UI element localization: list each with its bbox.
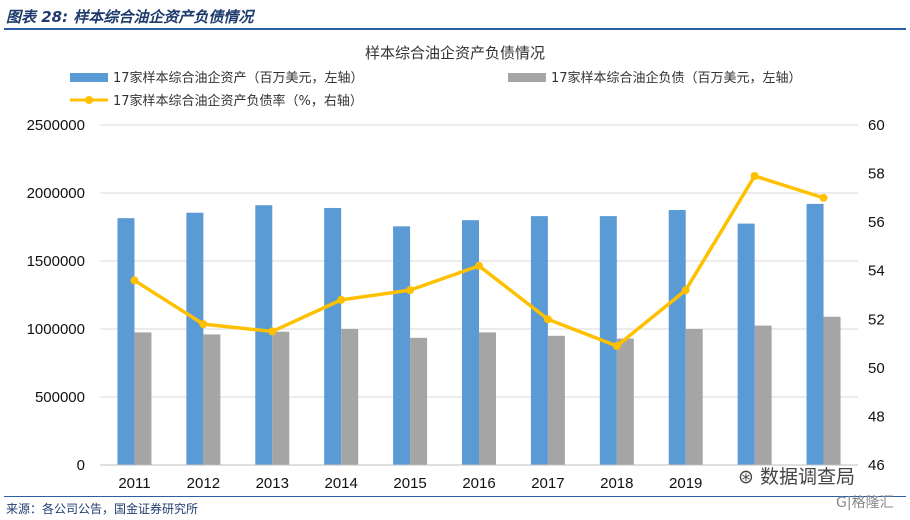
bar-assets <box>806 203 824 465</box>
header-rule <box>4 28 906 30</box>
bar-liabilities <box>203 334 221 465</box>
bar-assets <box>668 210 686 465</box>
bar-assets <box>324 207 342 465</box>
bar-liabilities <box>341 329 359 465</box>
bar-assets <box>737 223 755 465</box>
legend-label-assets: 17家样本综合油企资产（百万美元，左轴） <box>113 70 364 86</box>
y-right-tick-label: 58 <box>868 166 885 183</box>
y-right-tick-label: 46 <box>868 457 885 474</box>
ratio-point <box>475 261 483 270</box>
y-left-tick-label: 2000000 <box>27 185 85 202</box>
y-right-tick-label: 50 <box>868 360 885 377</box>
ratio-line <box>130 172 828 350</box>
ratio-point <box>199 320 208 329</box>
bar-liabilities <box>823 316 841 465</box>
ratio-point <box>819 193 828 202</box>
ratio-point <box>337 295 346 304</box>
bar-liabilities <box>410 337 428 465</box>
y-right-tick-label: 48 <box>868 408 885 425</box>
legend-label-ratio: 17家样本综合油企资产负债率（%，右轴） <box>113 93 363 109</box>
legend: 17家样本综合油企资产（百万美元，左轴） 17家样本综合油企负债（百万美元，左轴）… <box>70 70 802 109</box>
x-tick-label: 2012 <box>187 475 220 492</box>
legend-label-liabilities: 17家样本综合油企负债（百万美元，左轴） <box>551 70 802 86</box>
x-tick-label: 2018 <box>600 475 633 492</box>
y-left-tick-label: 2500000 <box>27 117 85 134</box>
watermark: ⊛ 数据调查局 <box>738 466 855 488</box>
ratio-point <box>268 327 277 336</box>
watermark-text: 数据调查局 <box>759 466 855 488</box>
bar-assets <box>117 218 135 465</box>
bars <box>117 203 841 466</box>
x-tick-label: 2011 <box>118 475 150 492</box>
x-tick-label: 2013 <box>256 475 289 492</box>
legend-swatch-liabilities <box>508 73 546 82</box>
ratio-point <box>406 286 415 295</box>
bar-assets <box>186 212 204 465</box>
chart-title: 样本综合油企资产负债情况 <box>365 44 545 62</box>
y-right-tick-label: 60 <box>868 117 885 134</box>
bar-assets <box>255 205 273 466</box>
x-tick-label: 2015 <box>393 475 426 492</box>
y-left-tick-label: 1500000 <box>27 253 85 270</box>
legend-swatch-assets <box>70 73 108 82</box>
ratio-point <box>612 342 621 350</box>
bar-liabilities <box>479 332 496 465</box>
y-left-tick-label: 0 <box>77 457 85 474</box>
chart: 样本综合油企资产负债情况 17家样本综合油企资产（百万美元，左轴） 17家样本综合… <box>27 44 885 492</box>
x-tick-label: 2014 <box>324 475 357 492</box>
bar-assets <box>599 216 617 465</box>
figure-label: 图表 28: 样本综合油企资产负债情况 <box>6 8 254 26</box>
x-tick-label: 2019 <box>669 475 702 492</box>
y-right-tick-label: 52 <box>868 311 885 328</box>
bar-assets <box>393 226 411 465</box>
ratio-point <box>543 315 552 324</box>
y-left-tick-label: 500000 <box>35 389 85 406</box>
y-right-tick-label: 54 <box>868 263 885 280</box>
bar-liabilities <box>616 338 634 465</box>
x-tick-label: 2017 <box>531 475 564 492</box>
y-right-tick-label: 56 <box>868 214 885 231</box>
watermark-logo: G|格隆汇 <box>836 495 894 511</box>
source-note: 来源：各公司公告，国金证券研究所 <box>6 502 199 516</box>
legend-marker-ratio <box>85 96 93 104</box>
axes: 0 500000 1000000 1500000 2000000 2500000 46 48 5… <box>27 117 885 492</box>
ratio-point <box>681 286 690 295</box>
bar-assets <box>462 220 479 465</box>
bar-liabilities <box>547 335 565 465</box>
footer-rule <box>4 496 906 497</box>
y-left-tick-label: 1000000 <box>27 321 85 338</box>
ratio-point <box>130 276 139 285</box>
ratio-point <box>750 172 759 180</box>
bar-liabilities <box>754 325 772 465</box>
bar-assets <box>530 216 548 465</box>
bar-liabilities <box>685 329 703 465</box>
x-tick-label: 2016 <box>462 475 495 492</box>
bar-liabilities <box>134 332 152 465</box>
bar-liabilities <box>272 331 290 465</box>
